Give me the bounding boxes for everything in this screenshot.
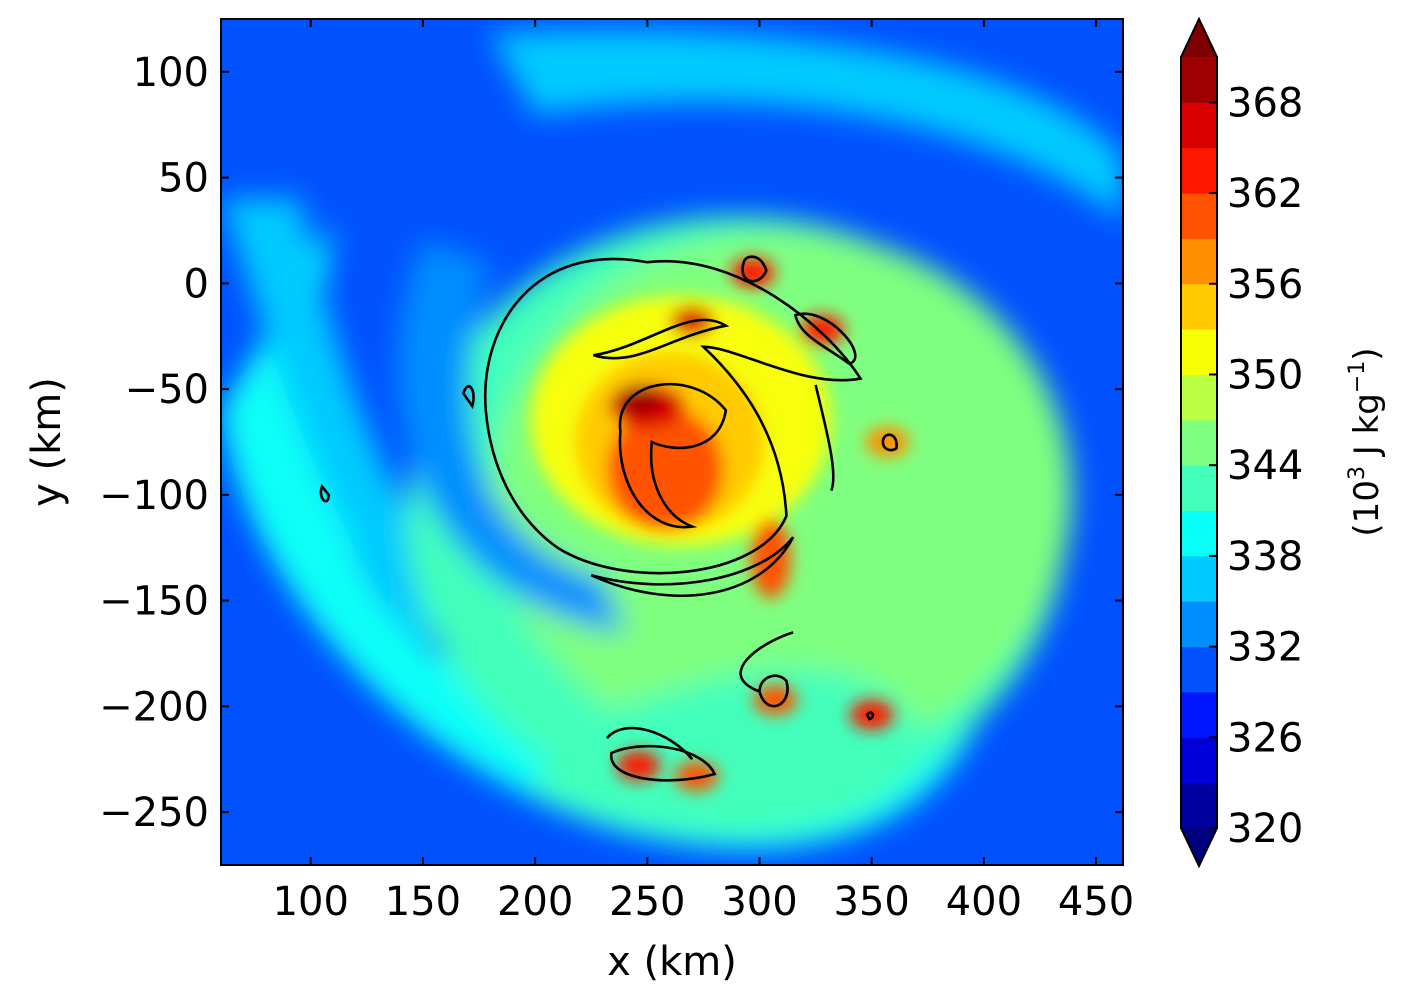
contour-line	[758, 674, 789, 708]
colorbar-segment	[1181, 238, 1217, 285]
colorbar-segment	[1181, 193, 1217, 239]
x-tick-label: 100	[273, 879, 349, 925]
contour-line	[590, 536, 795, 598]
colorbar-tick-label: 326	[1227, 715, 1303, 761]
colorbar-segment	[1181, 283, 1217, 330]
y-axis: 100 50 0 −50 −100 −150 −200 −250	[99, 50, 1123, 836]
colorbar-segment	[1181, 737, 1217, 784]
x-tick-label: 400	[946, 879, 1022, 925]
x-axis: 100 150 200 250 300 350 400 450	[273, 19, 1134, 925]
colorbar-extend-min	[1181, 828, 1217, 866]
x-tick-label: 350	[834, 879, 910, 925]
colorbar-segment	[1181, 102, 1217, 149]
contour-line	[605, 726, 694, 761]
x-axis-title: x (km)	[607, 939, 737, 985]
colorbar-extend-max	[1181, 19, 1217, 57]
y-tick-label: −150	[99, 579, 209, 625]
contour-lines	[319, 255, 898, 782]
y-tick-label: −200	[99, 684, 209, 730]
colorbar-tick-label: 350	[1227, 352, 1303, 398]
colorbar-tick-label: 320	[1227, 806, 1303, 852]
contour-line	[865, 711, 875, 721]
y-tick-label: −250	[99, 790, 209, 836]
colorbar-title: (103 J kg−1)	[1345, 347, 1387, 536]
contour-line	[593, 318, 730, 360]
colorbar-title-sup: 3	[1345, 466, 1370, 480]
colorbar-tick-label: 344	[1227, 443, 1303, 489]
y-tick-label: −100	[99, 473, 209, 519]
colorbar-segment	[1181, 147, 1217, 194]
colorbar-segment	[1181, 782, 1217, 829]
colorbar-title-close: )	[1347, 347, 1387, 360]
colorbar-tick-label: 338	[1227, 534, 1303, 580]
x-tick-label: 450	[1058, 879, 1134, 925]
contour-field	[221, 19, 1123, 865]
colorbar-segment	[1181, 646, 1217, 693]
colorbar-segment	[1181, 510, 1217, 557]
colorbar-segment	[1181, 374, 1217, 421]
colorbar-title-units: J kg	[1347, 393, 1387, 466]
contour-line	[319, 483, 331, 503]
hot-spot	[865, 427, 910, 457]
plot-frame	[220, 18, 1124, 866]
colorbar-title-main: (10	[1347, 480, 1387, 537]
contour-line	[610, 744, 717, 782]
colorbar-ticks: 320 326 332 338 344 350 356 362 368	[1209, 80, 1303, 852]
colorbar-tick-label: 368	[1227, 80, 1303, 126]
colorbar-segment	[1181, 691, 1217, 738]
contour-line	[739, 631, 794, 693]
colorbar	[1180, 16, 1218, 869]
y-tick-label: 100	[133, 50, 209, 96]
x-tick-label: 150	[385, 879, 461, 925]
x-tick-label: 200	[497, 879, 573, 925]
colorbar-segment	[1181, 329, 1217, 375]
colorbar-tick-label: 356	[1227, 262, 1303, 308]
contour-line	[741, 255, 768, 283]
contour-line	[618, 382, 728, 529]
colorbar-title-exp: −1	[1345, 361, 1370, 393]
colorbar-segment	[1181, 555, 1217, 602]
y-tick-label: 50	[158, 156, 209, 202]
colorbar-segment	[1181, 465, 1217, 512]
y-tick-label: 0	[184, 261, 209, 307]
colorbar-segment	[1181, 57, 1217, 103]
x-tick-label: 300	[721, 879, 797, 925]
hot-spot	[616, 384, 661, 415]
contour-line	[461, 385, 475, 410]
colorbar-segment	[1181, 601, 1217, 648]
contour-line	[814, 384, 835, 492]
hot-spot	[674, 761, 719, 792]
y-tick-label: −50	[125, 367, 209, 413]
colorbar-tick-label: 332	[1227, 625, 1303, 671]
contour-line	[793, 312, 857, 366]
contour-line	[483, 257, 863, 575]
contour-line	[881, 433, 898, 452]
colorbar-segment	[1181, 419, 1217, 466]
y-axis-title: y (km)	[24, 377, 70, 507]
colorbar-tick-label: 362	[1227, 171, 1303, 217]
x-tick-label: 250	[609, 879, 685, 925]
